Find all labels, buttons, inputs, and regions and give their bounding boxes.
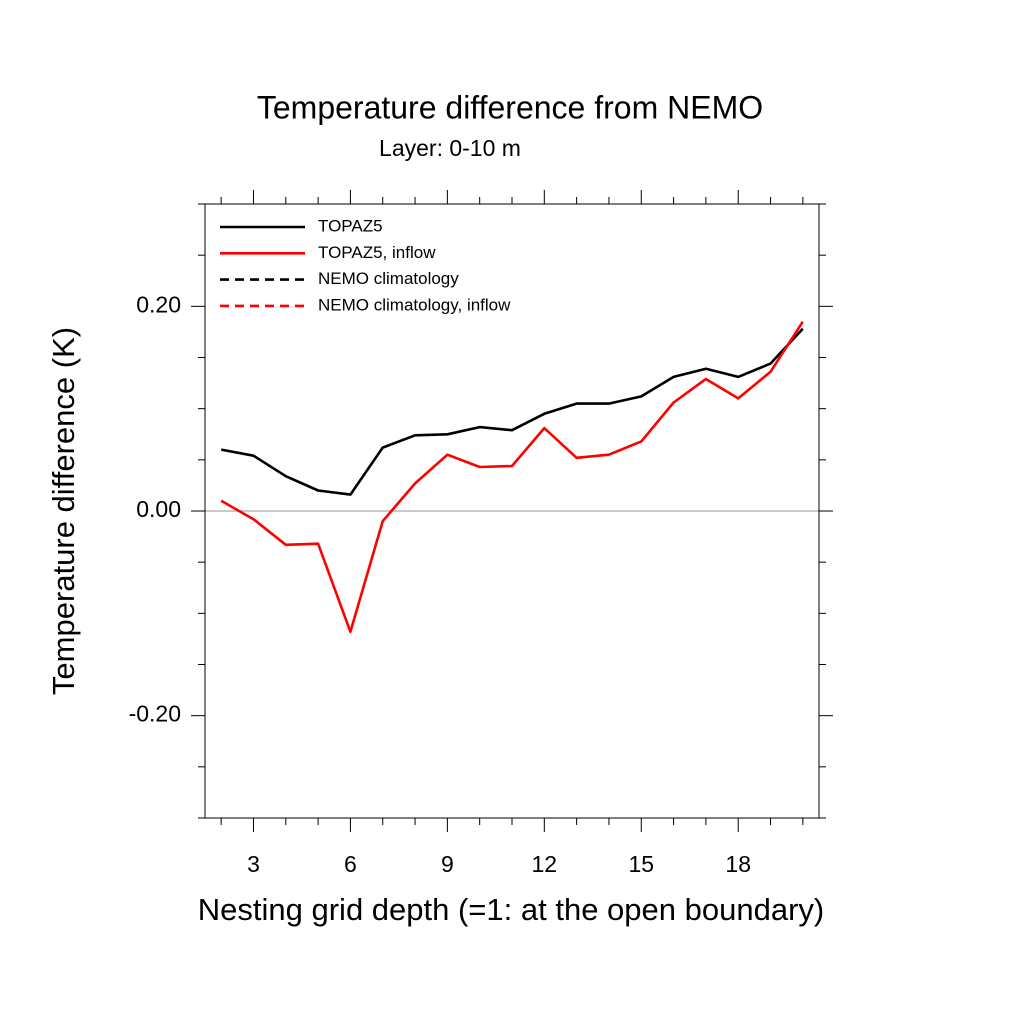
- y-tick-label: 0.00: [136, 496, 181, 522]
- x-tick-label: 3: [247, 851, 260, 877]
- x-tick-label: 9: [441, 851, 454, 877]
- series-line: [220, 327, 804, 496]
- legend-label: NEMO climatology, inflow: [318, 295, 511, 314]
- legend-label: TOPAZ5, inflow: [318, 243, 436, 262]
- series-line: [220, 320, 804, 634]
- legend-label: NEMO climatology: [318, 269, 459, 288]
- y-tick-label: -0.20: [129, 701, 181, 727]
- y-tick-label: 0.20: [136, 291, 181, 317]
- x-axis-label: Nesting grid depth (=1: at the open boun…: [198, 892, 824, 927]
- y-axis-label: Temperature difference (K): [46, 327, 81, 695]
- x-tick-label: 18: [725, 851, 751, 877]
- x-tick-label: 15: [628, 851, 654, 877]
- chart-subtitle: Layer: 0-10 m: [379, 135, 521, 161]
- x-tick-label: 6: [344, 851, 357, 877]
- x-tick-label: 12: [532, 851, 558, 877]
- chart-title: Temperature difference from NEMO: [257, 89, 763, 125]
- legend-label: TOPAZ5: [318, 216, 383, 235]
- plot-frame: [204, 203, 820, 819]
